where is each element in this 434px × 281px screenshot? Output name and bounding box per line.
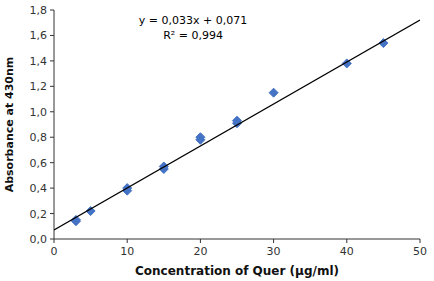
x-tick — [54, 239, 55, 243]
y-tick — [50, 239, 54, 240]
y-tick — [50, 35, 54, 36]
x-tick — [346, 239, 347, 243]
y-tick — [50, 213, 54, 214]
scatter-point — [269, 88, 278, 97]
x-tick — [420, 239, 421, 243]
x-axis-line — [54, 239, 420, 240]
y-axis-label: Absorbance at 430nm — [3, 57, 16, 193]
y-tick-label: 1,8 — [30, 4, 48, 17]
x-tick-label: 30 — [267, 245, 281, 258]
annotation: y = 0,033x + 0,071 R² = 0,994 — [139, 14, 247, 42]
y-tick — [50, 10, 54, 11]
y-tick-label: 0,0 — [30, 233, 48, 246]
y-tick-label: 1,2 — [30, 80, 48, 93]
x-tick-label: 50 — [413, 245, 427, 258]
y-tick-label: 0,4 — [30, 182, 48, 195]
axes: 0 10 20 30 40 50 0,0 0,2 0,4 0,6 0,8 1,0 1,2 1,4 1,6 1,… — [30, 4, 428, 258]
annotation-text: y = 0,033x + 0,071 — [139, 14, 247, 27]
y-tick — [50, 86, 54, 87]
plot-area — [54, 20, 420, 230]
y-tick — [50, 137, 54, 138]
y-tick-label: 0,8 — [30, 131, 48, 144]
scatter-point — [196, 133, 205, 142]
x-tick — [273, 239, 274, 243]
x-tick-label: 10 — [120, 245, 134, 258]
y-tick — [50, 111, 54, 112]
x-tick-label: 0 — [51, 245, 58, 258]
x-tick-label: 20 — [193, 245, 207, 258]
y-tick — [50, 60, 54, 61]
x-axis-label: Concentration of Quer (μg/ml) — [135, 264, 339, 278]
y-axis-line — [54, 10, 55, 239]
trend-line — [54, 20, 420, 230]
chart: 0 10 20 30 40 50 0,0 0,2 0,4 0,6 0,8 1,0 1,2 1,4 1,6 1,… — [0, 0, 434, 281]
y-tick-label: 1,6 — [30, 29, 48, 42]
y-tick-label: 0,2 — [30, 208, 48, 221]
y-tick-label: 1,4 — [30, 55, 48, 68]
y-tick — [50, 162, 54, 163]
annotation-text: R² = 0,994 — [163, 29, 223, 42]
y-tick-label: 1,0 — [30, 106, 48, 119]
x-tick — [127, 239, 128, 243]
x-tick-label: 40 — [340, 245, 354, 258]
y-tick — [50, 188, 54, 189]
y-tick-label: 0,6 — [30, 157, 48, 170]
x-tick — [200, 239, 201, 243]
